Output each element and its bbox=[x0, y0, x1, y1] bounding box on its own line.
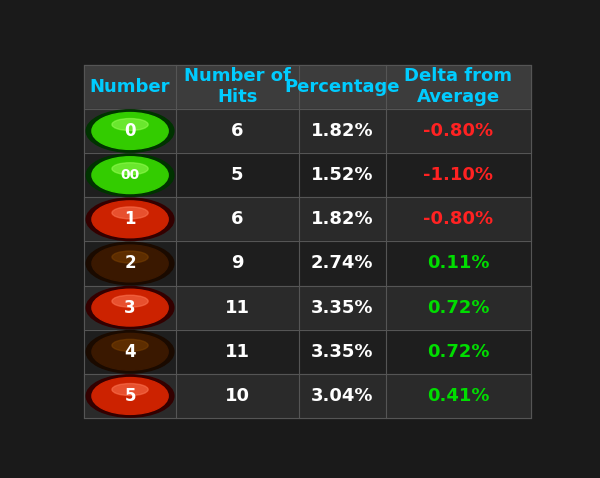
Text: 5: 5 bbox=[231, 166, 244, 184]
Text: 1: 1 bbox=[124, 210, 136, 228]
Text: 6: 6 bbox=[231, 122, 244, 140]
Text: Number of
Hits: Number of Hits bbox=[184, 67, 290, 106]
Text: -0.80%: -0.80% bbox=[423, 122, 493, 140]
Text: 0: 0 bbox=[124, 122, 136, 140]
Text: Number: Number bbox=[90, 78, 170, 96]
Text: 2: 2 bbox=[124, 254, 136, 272]
Ellipse shape bbox=[92, 245, 168, 282]
Ellipse shape bbox=[112, 207, 148, 219]
Bar bbox=[84, 197, 530, 241]
Text: 1.52%: 1.52% bbox=[311, 166, 373, 184]
Ellipse shape bbox=[86, 242, 174, 284]
Ellipse shape bbox=[112, 295, 148, 307]
Ellipse shape bbox=[112, 383, 148, 395]
Text: Delta from
Average: Delta from Average bbox=[404, 67, 512, 106]
Text: 11: 11 bbox=[224, 343, 250, 361]
Bar bbox=[84, 285, 530, 330]
Text: 1.82%: 1.82% bbox=[311, 210, 373, 228]
Ellipse shape bbox=[92, 201, 168, 238]
Text: 00: 00 bbox=[121, 168, 140, 182]
Ellipse shape bbox=[112, 119, 148, 130]
Text: 6: 6 bbox=[231, 210, 244, 228]
Ellipse shape bbox=[92, 289, 168, 326]
Ellipse shape bbox=[86, 286, 174, 329]
Bar bbox=[84, 374, 530, 418]
Bar bbox=[84, 153, 530, 197]
Text: -0.80%: -0.80% bbox=[423, 210, 493, 228]
Text: 2.74%: 2.74% bbox=[311, 254, 373, 272]
Text: 10: 10 bbox=[224, 387, 250, 405]
Text: -1.10%: -1.10% bbox=[423, 166, 493, 184]
Text: 0.41%: 0.41% bbox=[427, 387, 490, 405]
Text: 5: 5 bbox=[124, 387, 136, 405]
Ellipse shape bbox=[86, 198, 174, 240]
Bar bbox=[84, 241, 530, 285]
Text: 11: 11 bbox=[224, 299, 250, 316]
Text: 9: 9 bbox=[231, 254, 244, 272]
Text: 3: 3 bbox=[124, 299, 136, 316]
Ellipse shape bbox=[86, 331, 174, 373]
Text: 3.04%: 3.04% bbox=[311, 387, 373, 405]
Bar bbox=[84, 109, 530, 153]
Text: 3.35%: 3.35% bbox=[311, 299, 373, 316]
Ellipse shape bbox=[92, 157, 168, 194]
Text: 0.72%: 0.72% bbox=[427, 299, 490, 316]
Text: 1.82%: 1.82% bbox=[311, 122, 373, 140]
Ellipse shape bbox=[112, 339, 148, 351]
Text: 3.35%: 3.35% bbox=[311, 343, 373, 361]
Text: 4: 4 bbox=[124, 343, 136, 361]
Bar bbox=[84, 65, 530, 109]
Ellipse shape bbox=[92, 112, 168, 150]
Ellipse shape bbox=[86, 154, 174, 196]
Ellipse shape bbox=[86, 110, 174, 152]
Ellipse shape bbox=[86, 375, 174, 417]
Text: 0.72%: 0.72% bbox=[427, 343, 490, 361]
Ellipse shape bbox=[92, 378, 168, 414]
Text: Percentage: Percentage bbox=[284, 78, 400, 96]
Text: 0.11%: 0.11% bbox=[427, 254, 490, 272]
Bar bbox=[84, 330, 530, 374]
Ellipse shape bbox=[112, 163, 148, 174]
Ellipse shape bbox=[92, 334, 168, 370]
Ellipse shape bbox=[112, 251, 148, 263]
